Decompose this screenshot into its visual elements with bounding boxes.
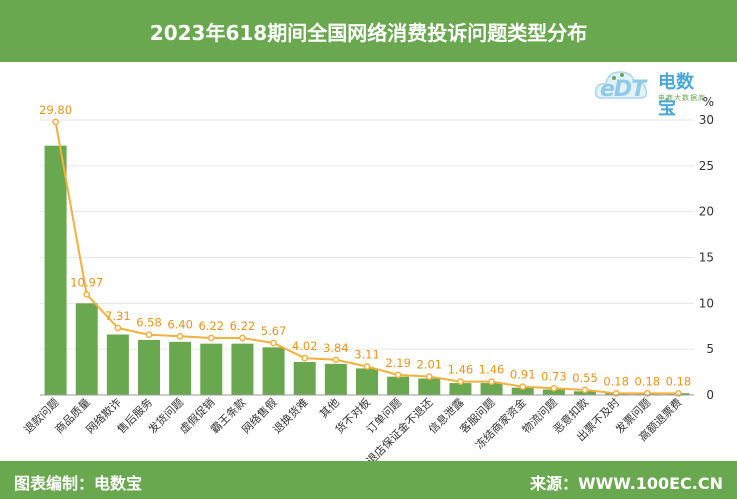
bar bbox=[44, 145, 67, 395]
data-label: 1.46 bbox=[479, 363, 505, 377]
data-label: 4.02 bbox=[292, 339, 318, 353]
x-tick-label: 退换货难 bbox=[270, 395, 311, 436]
line-point bbox=[425, 373, 433, 380]
bar bbox=[231, 343, 254, 395]
bar bbox=[356, 368, 378, 395]
data-label: 6.22 bbox=[198, 319, 224, 333]
logo-name: 电数宝 bbox=[658, 72, 694, 119]
line-point bbox=[519, 383, 527, 391]
data-label: 2.01 bbox=[416, 358, 442, 372]
data-label: 3.84 bbox=[323, 341, 349, 355]
data-label-layer: 29.80 10.97 7.31 6.58 6.40 6.22 6.22 5.67 4.02 3.… bbox=[39, 103, 691, 389]
x-tick-label: 其他 bbox=[317, 396, 342, 421]
line-point bbox=[114, 324, 122, 332]
line-point bbox=[176, 332, 184, 340]
line-point bbox=[394, 371, 402, 379]
footer-editor: 图表编制：电数宝 bbox=[14, 474, 143, 493]
line-point bbox=[207, 334, 215, 342]
data-label: 29.80 bbox=[39, 103, 72, 117]
data-label: 5.67 bbox=[261, 324, 287, 338]
bar bbox=[293, 362, 316, 395]
y-tick-label: 30 bbox=[699, 113, 714, 127]
bar bbox=[106, 334, 129, 395]
bar bbox=[449, 383, 472, 395]
y-tick-label: 0 bbox=[706, 388, 714, 402]
trend-line-layer bbox=[52, 118, 682, 397]
data-label: 2.19 bbox=[385, 356, 411, 370]
y-axis-unit: % bbox=[703, 95, 714, 109]
y-tick-label: 20 bbox=[699, 205, 714, 219]
line-point bbox=[270, 339, 277, 347]
bar bbox=[542, 389, 565, 395]
chart-title: 2023年618期间全国网络消费投诉问题类型分布 bbox=[149, 20, 588, 45]
bar-layer bbox=[44, 145, 690, 395]
line-point bbox=[581, 386, 589, 394]
data-label: 1.46 bbox=[448, 363, 474, 377]
line-point bbox=[457, 378, 464, 385]
logo-tagline: 电商大数据库 bbox=[658, 94, 706, 102]
footer-source: 来源：WWW.100EC.CN bbox=[529, 474, 723, 493]
bar bbox=[138, 340, 160, 395]
data-label: 6.40 bbox=[167, 317, 193, 331]
y-tick-label: 25 bbox=[699, 159, 714, 173]
data-label: 6.22 bbox=[230, 319, 256, 333]
line-point bbox=[52, 118, 59, 126]
bar bbox=[169, 341, 192, 395]
line-point bbox=[488, 378, 495, 385]
line-point bbox=[239, 334, 246, 342]
line-point bbox=[301, 354, 309, 362]
bar bbox=[480, 383, 503, 395]
chart-title-banner: 2023年618期间全国网络消费投诉问题类型分布 bbox=[0, 0, 737, 62]
data-label: 7.31 bbox=[105, 309, 131, 323]
line-point bbox=[332, 356, 340, 364]
y-tick-label: 15 bbox=[699, 251, 714, 265]
bar bbox=[418, 378, 441, 395]
line-point bbox=[363, 363, 371, 370]
bar bbox=[262, 347, 285, 395]
line-point bbox=[550, 384, 558, 392]
line-point bbox=[83, 291, 91, 298]
data-label: 0.18 bbox=[603, 374, 629, 388]
data-label: 0.73 bbox=[541, 369, 567, 383]
footer-bar: 图表编制：电数宝 来源：WWW.100EC.CN bbox=[0, 461, 737, 499]
logo-mark: eDT bbox=[600, 77, 646, 102]
data-label: 0.18 bbox=[666, 374, 692, 388]
axis-layer: 051015202530%退款问题商品质量网络欺诈售后服务发货问题虚假促销霸王条… bbox=[21, 95, 714, 461]
bar bbox=[324, 363, 347, 395]
line-point bbox=[145, 331, 153, 339]
bar bbox=[75, 303, 98, 395]
bar bbox=[511, 387, 534, 395]
cloud-logo-icon bbox=[594, 71, 648, 99]
data-label: 10.97 bbox=[70, 275, 103, 289]
data-label: 0.55 bbox=[572, 371, 598, 385]
brand-logo: eDT 电数宝 电商大数据库 bbox=[594, 62, 709, 119]
data-label: 0.91 bbox=[510, 368, 536, 382]
bar bbox=[200, 343, 223, 395]
data-label: 6.58 bbox=[136, 316, 162, 330]
data-label: 3.11 bbox=[354, 347, 380, 361]
bar-line-chart: 29.80 10.97 7.31 6.58 6.40 6.22 6.22 5.67 4.02 3.… bbox=[21, 95, 714, 461]
bar bbox=[387, 376, 410, 395]
y-tick-label: 10 bbox=[699, 296, 714, 310]
y-tick-label: 5 bbox=[706, 342, 714, 356]
data-label: 0.18 bbox=[634, 374, 660, 388]
